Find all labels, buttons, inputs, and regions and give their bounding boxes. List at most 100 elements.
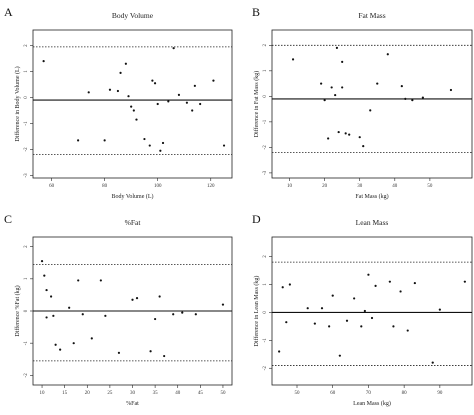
y-axis-label: Difference %Fat (kg) — [14, 285, 21, 336]
y-tick-label: -1 — [24, 121, 29, 126]
y-tick-label: -1 — [263, 338, 268, 343]
data-point — [42, 60, 45, 63]
data-point — [132, 109, 135, 112]
data-point — [411, 99, 414, 102]
data-point — [222, 144, 226, 147]
y-tick-label: -1 — [24, 341, 29, 346]
y-tick-label: 1 — [263, 283, 268, 286]
data-point — [181, 311, 184, 314]
x-tick-label: 35 — [153, 391, 159, 396]
data-point — [77, 139, 80, 142]
y-tick-label: 2 — [263, 44, 268, 47]
y-tick-label: 1 — [24, 277, 29, 280]
data-point — [335, 46, 339, 49]
x-tick-label: 90 — [437, 391, 443, 396]
data-point — [191, 109, 194, 112]
data-point — [87, 91, 90, 94]
panel-letter: A — [4, 5, 13, 19]
data-point — [163, 354, 166, 358]
data-point — [370, 316, 374, 320]
data-point — [172, 47, 175, 50]
data-point — [194, 313, 197, 316]
data-point — [363, 309, 366, 313]
data-point — [72, 342, 75, 345]
y-tick-label: 1 — [24, 70, 29, 73]
data-point — [406, 329, 409, 332]
data-point — [327, 137, 330, 140]
x-tick-label: 20 — [322, 184, 328, 189]
y-tick-label: 0 — [24, 96, 29, 99]
y-tick-label: -1 — [263, 119, 268, 124]
data-point — [54, 343, 57, 346]
data-point — [360, 325, 363, 328]
data-point — [135, 297, 139, 300]
data-point — [199, 102, 202, 106]
data-point — [374, 284, 377, 287]
data-point — [399, 290, 402, 293]
panel-letter: B — [252, 5, 260, 19]
x-axis-label: Body Volume (L) — [111, 193, 153, 200]
data-point — [344, 132, 347, 135]
y-tick-label: 2 — [24, 245, 29, 248]
x-tick-label: 10 — [287, 184, 293, 189]
x-tick-label: 120 — [207, 184, 215, 189]
data-point — [103, 139, 106, 142]
data-point — [331, 294, 334, 297]
data-point — [334, 93, 337, 97]
panel-b: B Fat Mass 10 20 30 40 50 -3 -2 -1 0 1 2 Fat Mass (kg… — [252, 5, 473, 200]
x-tick-label: 50 — [427, 184, 433, 189]
panel-d: D Lean Mass 50 60 70 80 90 -2 -1 0 1 2 Lean Mass (kg… — [252, 212, 473, 407]
x-tick-label: 60 — [330, 391, 336, 396]
data-point — [148, 144, 151, 147]
data-point — [143, 137, 146, 141]
x-tick-label: 10 — [40, 391, 46, 396]
y-tick-label: -2 — [263, 145, 268, 150]
data-point — [345, 319, 349, 322]
x-tick-label: 70 — [366, 391, 372, 396]
data-point — [353, 297, 356, 300]
x-tick-label: 50 — [295, 391, 301, 396]
panel-title: %Fat — [125, 218, 142, 227]
panel-letter: C — [4, 212, 12, 226]
panel-title: Lean Mass — [356, 218, 389, 227]
data-point — [386, 53, 389, 56]
data-point — [358, 136, 361, 139]
data-point — [154, 317, 157, 321]
panel-c: C %Fat 10 15 20 25 30 35 40 45 50 -2 -1 0 1 2 %Fat Differ… — [4, 212, 233, 407]
y-tick-label: 1 — [263, 69, 268, 72]
data-point — [124, 62, 127, 65]
panel-title: Fat Mass — [358, 11, 385, 20]
panel-a: A Body Volume 60 80 100 120 -3 -2 -1 0 1 2 Body Volu… — [4, 5, 233, 200]
x-tick-label: 30 — [130, 391, 136, 396]
data-point — [330, 86, 333, 89]
data-point — [348, 133, 351, 136]
y-tick-label: 2 — [263, 255, 268, 258]
data-point — [43, 274, 46, 277]
x-axis-label: %Fat — [126, 401, 139, 407]
y-tick-label: 2 — [24, 44, 29, 47]
x-tick-label: 45 — [198, 391, 204, 396]
data-point — [388, 280, 391, 283]
x-tick-label: 50 — [220, 391, 226, 396]
data-point — [45, 288, 48, 292]
data-point — [320, 307, 324, 310]
data-point — [52, 314, 55, 317]
data-point — [281, 286, 284, 289]
y-tick-label: -2 — [24, 147, 29, 152]
plot-frame — [271, 29, 473, 179]
data-point — [438, 308, 441, 311]
panel-title: Body Volume — [112, 11, 154, 20]
y-tick-label: 0 — [24, 309, 29, 312]
data-point — [278, 350, 281, 353]
data-point — [362, 145, 365, 148]
data-point — [185, 101, 188, 104]
data-point — [153, 82, 157, 85]
data-point — [221, 303, 225, 306]
data-point — [338, 354, 341, 357]
data-point — [59, 348, 62, 351]
data-point — [40, 260, 44, 263]
data-point — [341, 86, 344, 89]
data-point — [404, 97, 407, 100]
data-point — [116, 89, 120, 93]
